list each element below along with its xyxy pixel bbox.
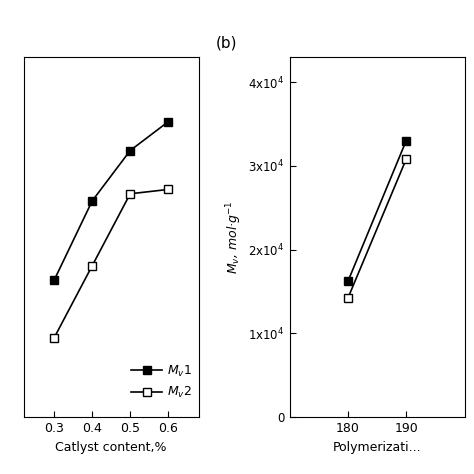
$M_v$2: [51, 335, 57, 341]
$M_v$1: [89, 198, 95, 204]
$M_v$2: [89, 263, 95, 269]
X-axis label: Polymerizati...: Polymerizati...: [333, 440, 421, 454]
$M_v$2: [165, 187, 171, 192]
$M_v$1: [51, 277, 57, 283]
$M_v$1: [128, 148, 133, 154]
$M_v$2: [128, 191, 133, 197]
Legend: $M_v$1, $M_v$2: $M_v$1, $M_v$2: [131, 364, 192, 400]
$M_v$1: [165, 119, 171, 125]
Line: $M_v$2: $M_v$2: [50, 185, 173, 342]
Text: (b): (b): [216, 35, 237, 50]
X-axis label: Catlyst content,%: Catlyst content,%: [55, 440, 167, 454]
Line: $M_v$1: $M_v$1: [50, 118, 173, 284]
Y-axis label: $M_v$, mol·g$^{-1}$: $M_v$, mol·g$^{-1}$: [225, 200, 244, 274]
